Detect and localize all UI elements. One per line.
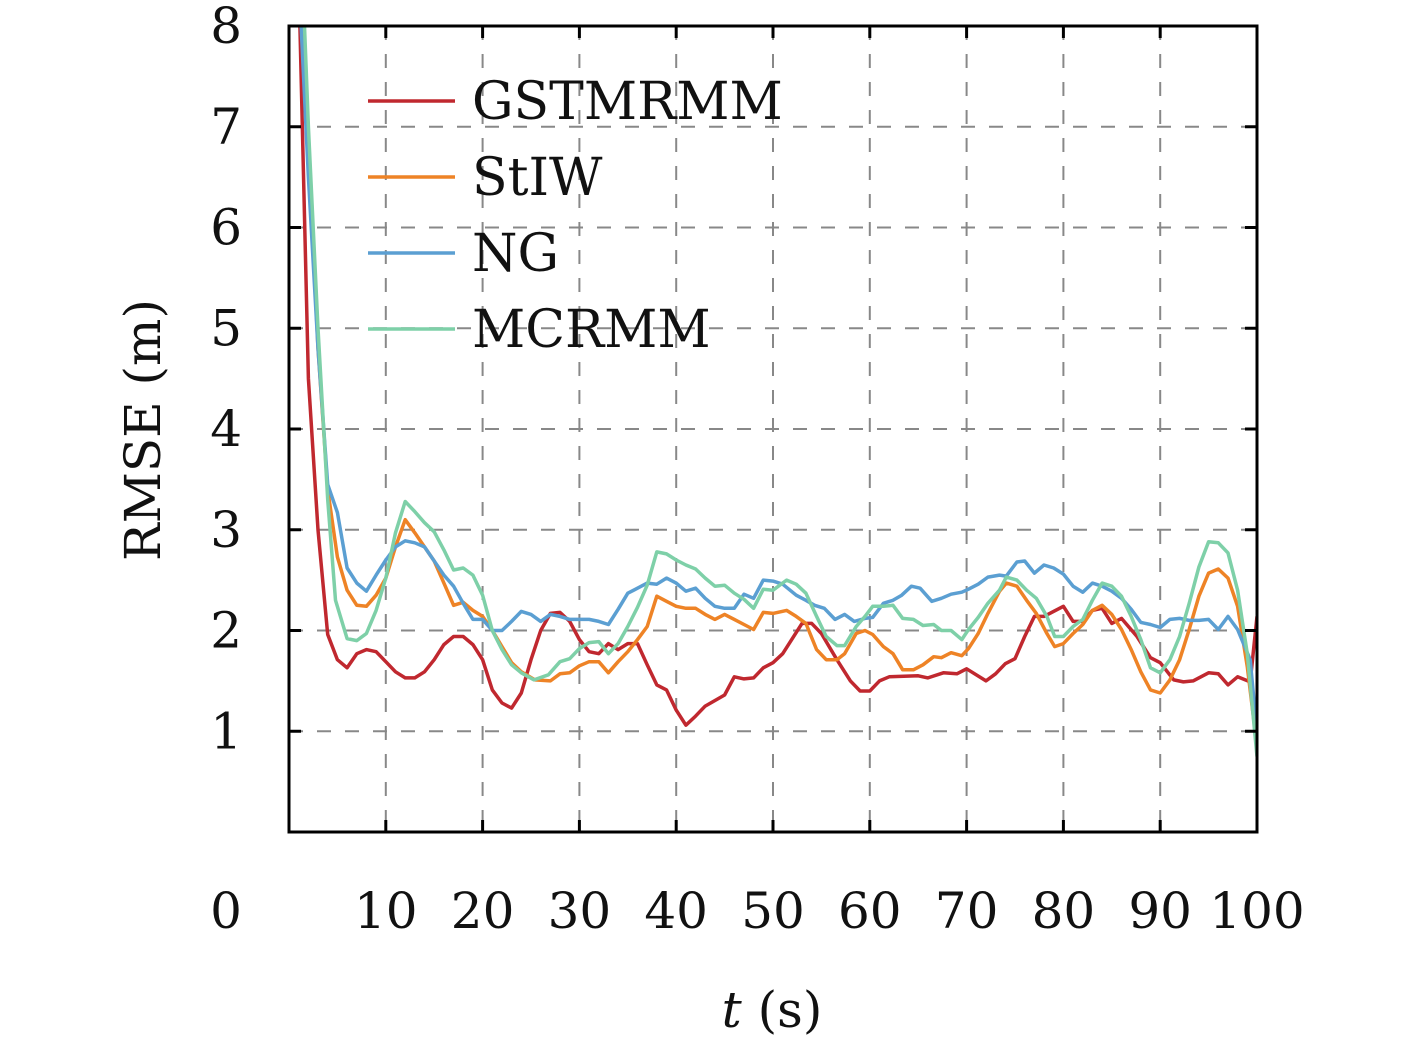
x-tick-label: 30 [548, 882, 612, 940]
x-tick-label: 90 [1128, 882, 1192, 940]
series-line-mcrmm [302, 26, 1257, 757]
series-line-ng [299, 26, 1257, 734]
x-tick-label: 80 [1032, 882, 1096, 940]
y-axis-label: RMSE (m) [114, 299, 172, 561]
y-tick-label: 1 [210, 702, 242, 760]
x-axis-variable: t [722, 981, 743, 1039]
origin-label: 0 [210, 882, 242, 940]
x-tick-label: 70 [935, 882, 999, 940]
y-tick-label: 4 [210, 400, 242, 458]
x-axis-unit: (s) [758, 981, 823, 1039]
legend-label-ng: NG [472, 224, 559, 284]
x-tick-labels: 10 20 30 40 50 60 70 80 90 100 [354, 882, 1305, 940]
y-tick-label: 3 [210, 501, 242, 559]
x-tick-label: 10 [354, 882, 418, 940]
y-tick-label: 6 [210, 199, 242, 257]
y-tick-label: 2 [210, 602, 242, 660]
x-axis-label: t (s) [722, 981, 823, 1039]
x-tick-label: 50 [741, 882, 805, 940]
x-tick-label: 20 [451, 882, 515, 940]
legend-label-mcrmm: MCRMM [472, 300, 711, 360]
x-tick-label: 40 [644, 882, 708, 940]
axis-ticks [289, 24, 1259, 832]
x-tick-label: 100 [1209, 882, 1304, 940]
legend-label-stiw: StIW [472, 148, 603, 208]
legend-label-gstmrmm: GSTMRMM [472, 72, 783, 132]
series-line-stiw [299, 26, 1257, 747]
y-tick-label: 5 [210, 299, 242, 357]
y-tick-label: 8 [210, 0, 242, 55]
legend: GSTMRMM StIW NG MCRMM [368, 72, 783, 360]
series-lines [298, 26, 1257, 757]
grid-lines [289, 26, 1257, 832]
y-tick-labels: 1 2 3 4 5 6 7 8 [210, 0, 242, 760]
x-tick-label: 60 [838, 882, 902, 940]
y-tick-label: 7 [210, 98, 242, 156]
